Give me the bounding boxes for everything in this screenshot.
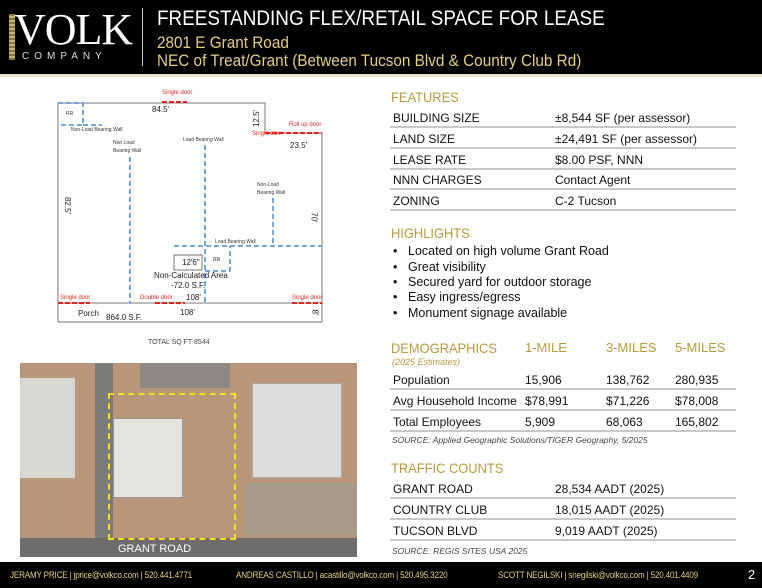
list-item: • Monument signage available: [393, 306, 568, 320]
row-value: C-2 Tucson: [555, 194, 617, 208]
dimension: 8': [310, 309, 320, 316]
restroom-wall-2: [205, 246, 231, 272]
parking-lot: [245, 483, 357, 535]
table-row: LEASE RATE $8.00 PSF, NNN: [390, 150, 736, 170]
column-header: 1-MILE: [525, 340, 567, 355]
row-label: ZONING: [393, 194, 440, 208]
porch-label: Porch: [78, 309, 99, 318]
row-label: BUILDING SIZE: [393, 111, 480, 125]
doors: [58, 101, 322, 304]
dimension: 82.5': [63, 196, 73, 215]
door-label: Single door: [252, 131, 283, 137]
door-label: Double door: [140, 295, 173, 301]
table-row: TUCSON BLVD 9,019 AADT (2025): [390, 521, 736, 541]
wall-label: Non-Load: [257, 182, 279, 188]
wall-label: Bearing Wall: [113, 148, 142, 154]
column-header: 3-MILES: [606, 340, 657, 355]
table-row: COUNTRY CLUB 18,015 AADT (2025): [390, 500, 736, 520]
dimension: 70': [309, 212, 319, 223]
header-divider: [142, 8, 143, 66]
table-row: Population 15,906 138,762 280,935: [390, 370, 736, 390]
header: VOLK COMPANY FREESTANDING FLEX/RETAIL SP…: [0, 0, 762, 77]
grant-road: [20, 538, 357, 557]
building: [140, 363, 230, 388]
dimension: 12.5': [252, 109, 262, 128]
row-value: ±8,544 SF (per assessor): [555, 111, 691, 125]
aerial-photo: GRANT ROAD: [20, 363, 357, 557]
row-value: $8.00 PSF, NNN: [555, 153, 644, 167]
footer: JERAMY PRICE | jprice@volkco.com | 520.4…: [0, 562, 762, 588]
non-calc-label: Non-Calculated Area: [154, 271, 228, 280]
door-label: Single door: [60, 295, 91, 301]
traffic-source: SOURCE: REGIS SITES USA 2025: [392, 546, 528, 556]
dimension: 108': [186, 293, 201, 302]
table-row: Total Employees 5,909 68,063 165,802: [390, 412, 736, 432]
page-title: FREESTANDING FLEX/RETAIL SPACE FOR LEASE: [157, 7, 605, 30]
table-row: BUILDING SIZE ±8,544 SF (per assessor): [390, 108, 736, 128]
rr-label: RR: [66, 111, 74, 117]
subject-building: [113, 418, 183, 498]
demographics-subtitle: (2025 Estimates): [392, 357, 461, 367]
contact-jeramy-price: JERAMY PRICE | jprice@volkco.com | 520.4…: [10, 570, 192, 581]
demographics-heading: DEMOGRAPHICS: [391, 340, 497, 356]
wall-label: Load Bearing Wall: [215, 239, 256, 245]
restroom-wall: [58, 102, 102, 126]
door-label: Single door: [162, 90, 193, 96]
row-value: Contact Agent: [555, 173, 631, 187]
logo: VOLK: [14, 5, 133, 54]
logo-subtitle: COMPANY: [22, 51, 107, 62]
door-label: Single door: [292, 295, 323, 301]
list-item: • Great visibility: [393, 260, 486, 274]
box-label: 12'6": [182, 258, 200, 267]
row-label: LAND SIZE: [393, 132, 456, 146]
table-row: GRANT ROAD 28,534 AADT (2025): [390, 479, 736, 499]
demographics-source: SOURCE: Applied Geographic Solutions/TIG…: [392, 435, 648, 445]
dimension: 84.5': [152, 105, 170, 114]
total-sqft: TOTAL SQ FT 8544: [148, 339, 210, 346]
property-boundary: [108, 393, 236, 540]
wall-label: Non-Load Bearing Wall: [71, 127, 123, 133]
row-label: LEASE RATE: [393, 153, 467, 167]
table-row: LAND SIZE ±24,491 SF (per assessor): [390, 129, 736, 149]
interior-walls: [58, 102, 322, 303]
contact-andreas-castillo: ANDREAS CASTILLO | acastillo@volkco.com …: [236, 570, 448, 581]
dimension: 108': [180, 308, 195, 317]
road-label: GRANT ROAD: [118, 543, 192, 555]
row-value: ±24,491 SF (per assessor): [555, 132, 697, 146]
building: [252, 383, 342, 478]
list-item: • Easy ingress/egress: [393, 290, 521, 304]
wall-label: Bearing Wall: [257, 190, 286, 196]
features-heading: FEATURES: [391, 89, 459, 105]
door-label: Roll up door: [289, 122, 322, 128]
address: 2801 E Grant Road: [157, 33, 289, 52]
list-item: • Secured yard for outdoor storage: [393, 275, 592, 289]
list-item: • Located on high volume Grant Road: [393, 244, 609, 258]
wall-label: Load Bearing Wall: [183, 137, 224, 143]
highlights-heading: HIGHLIGHTS: [391, 225, 470, 241]
table-row: Avg Household Income $78,991 $71,226 $78,00…: [390, 391, 736, 411]
row-label: NNN CHARGES: [393, 173, 482, 187]
page-number: 2: [748, 567, 756, 582]
porch-sf: 864.0 S.F.: [106, 313, 143, 322]
wall-label: Non Load: [113, 140, 135, 146]
column-header: 5-MILES: [675, 340, 726, 355]
table-row: NNN CHARGES Contact Agent: [390, 170, 736, 190]
logo-ornament: [9, 14, 15, 60]
non-calc-box: [173, 254, 203, 271]
traffic-heading: TRAFFIC COUNTS: [391, 460, 504, 476]
location: NEC of Treat/Grant (Between Tucson Blvd …: [157, 51, 582, 70]
building: [20, 378, 75, 478]
table-row: ZONING C-2 Tucson: [390, 191, 736, 211]
non-calc-sf: -72.0 S.F.: [171, 281, 206, 290]
dimension: 23.5': [290, 141, 308, 150]
contact-scott-negilski: SCOTT NEGILSKI | snegilski@volkco.com | …: [498, 570, 698, 581]
rr-label: RR: [213, 257, 221, 263]
